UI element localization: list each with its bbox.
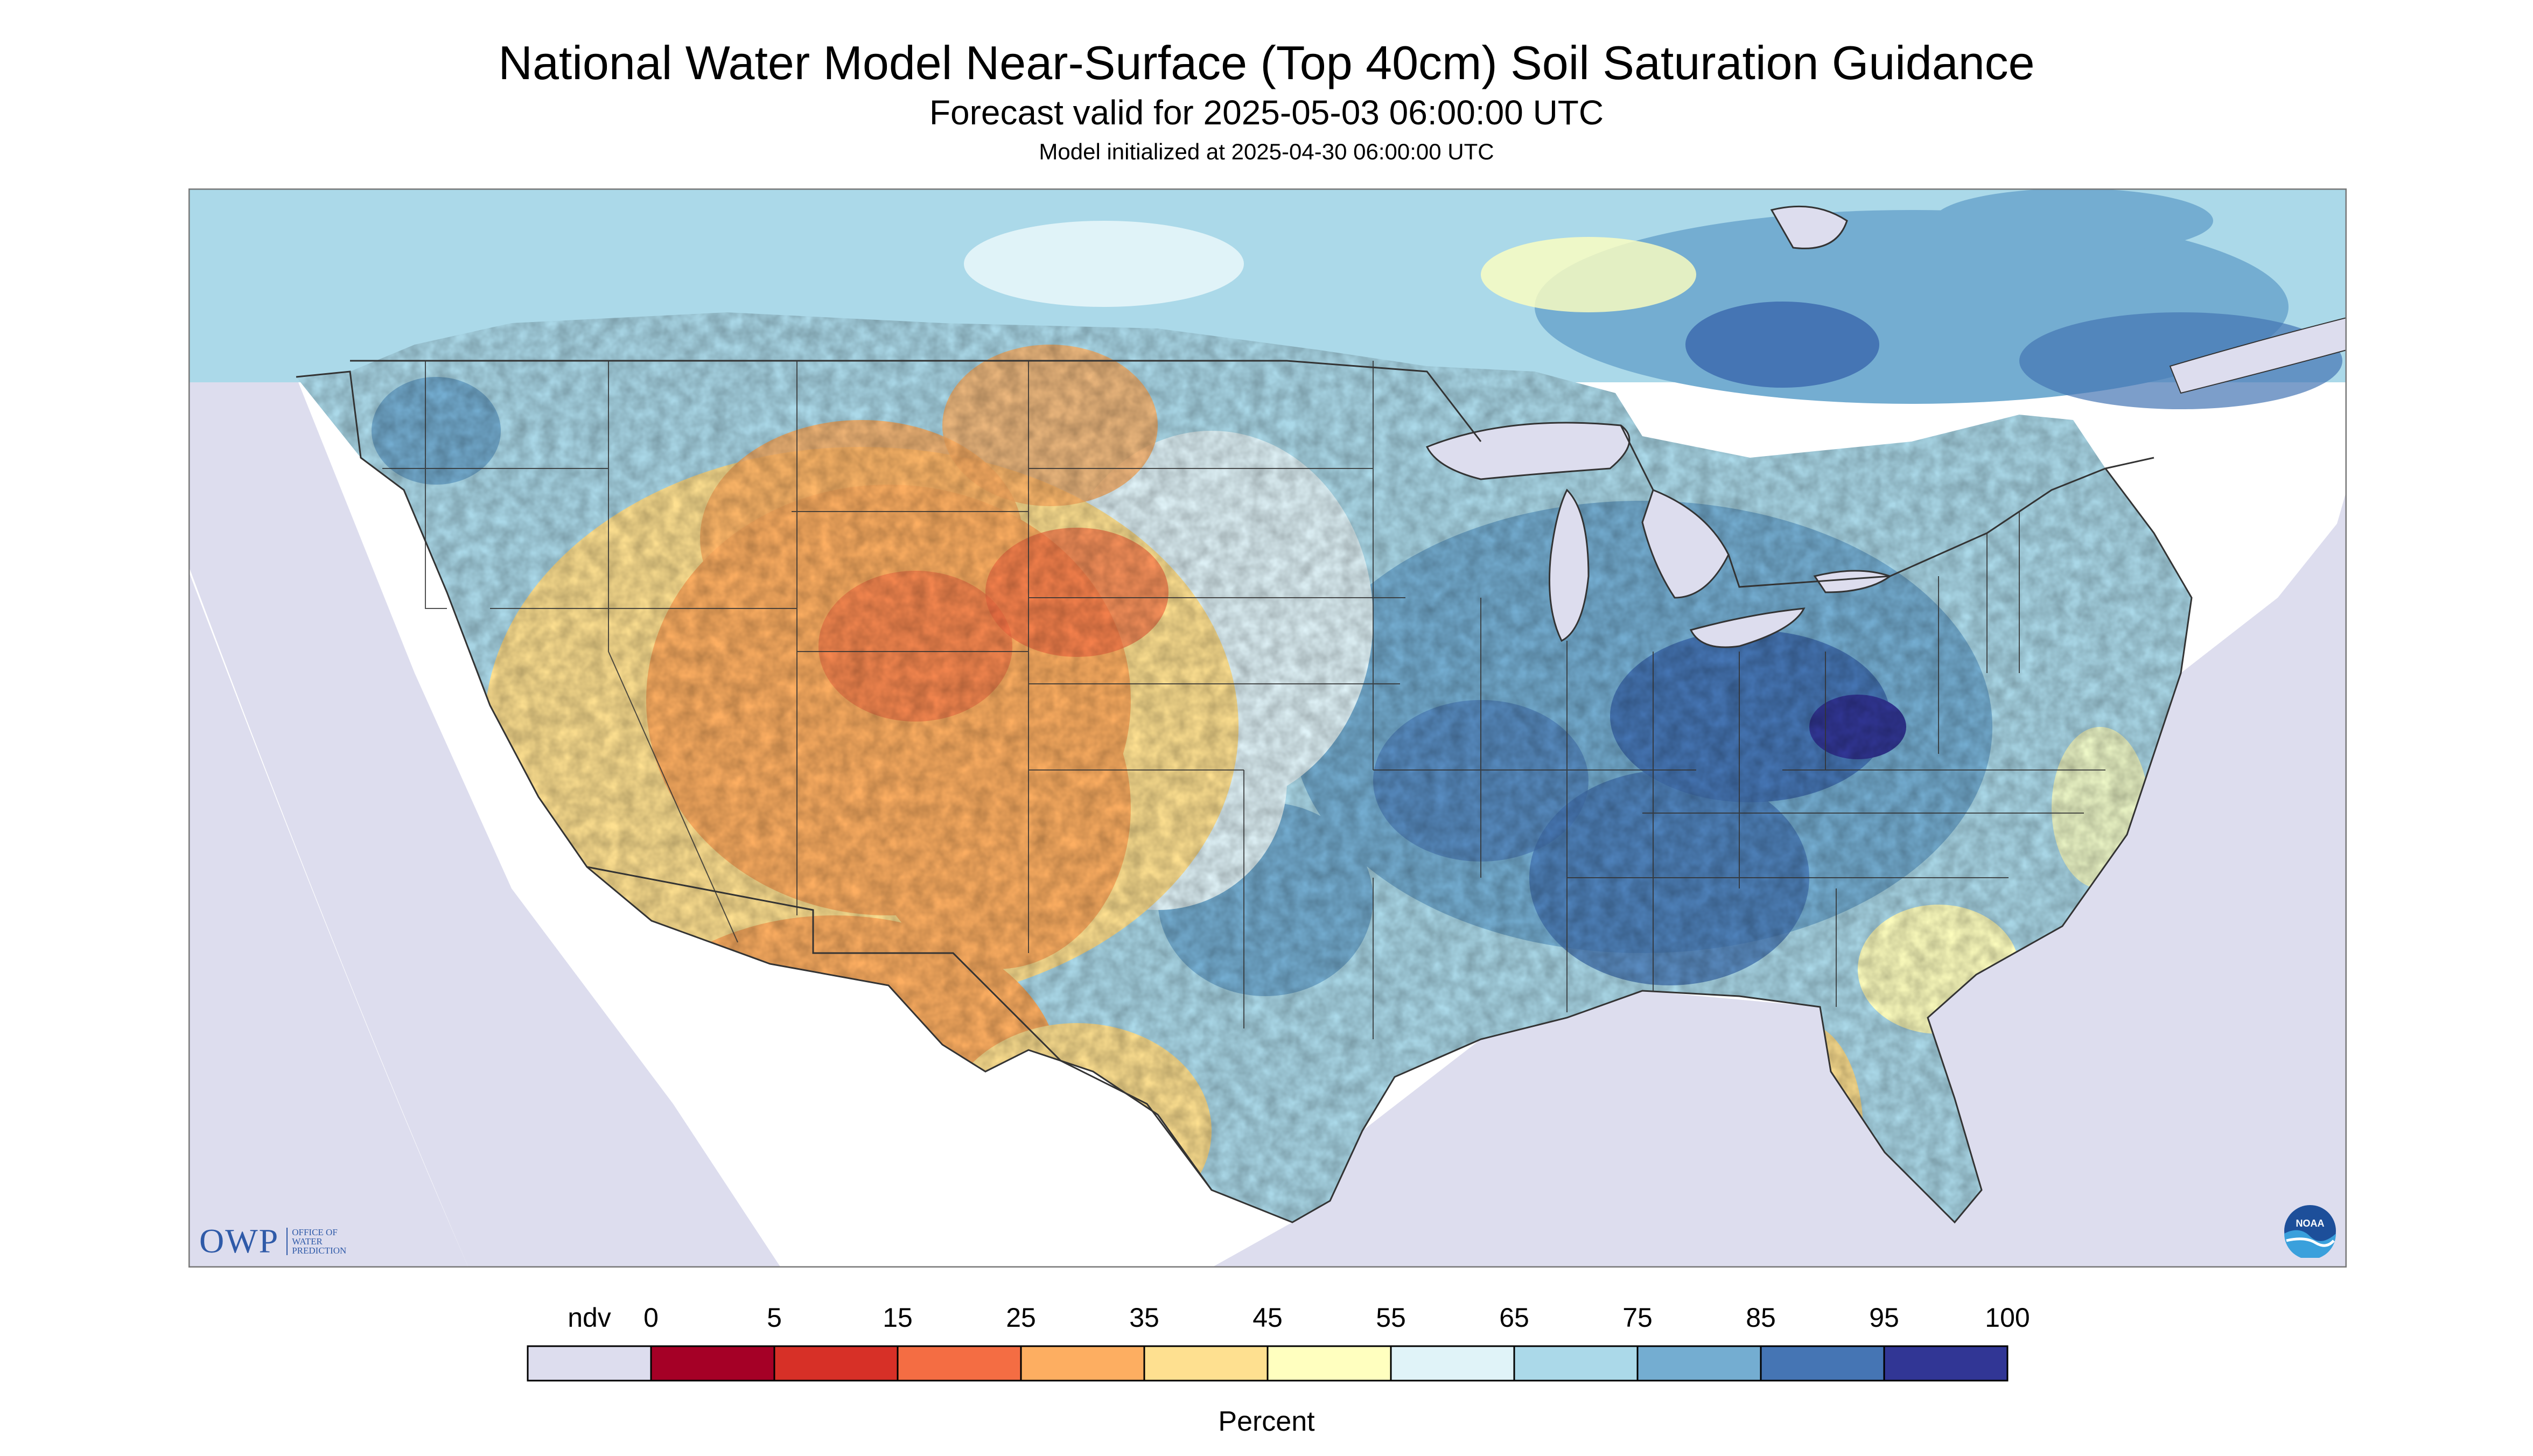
legend-swatch [650,1345,775,1382]
legend-swatch-ndv [527,1345,652,1382]
owp-logo-subtext: OFFICE OF WATER PREDICTION [286,1227,347,1256]
legend-colorbar [527,1345,2009,1382]
legend-tick-label: 15 [883,1303,913,1333]
legend-tick-label: 45 [1252,1303,1283,1333]
legend-tick-label: 35 [1129,1303,1159,1333]
noaa-logo: NOAA [2284,1205,2336,1258]
legend-swatch [1266,1345,1392,1382]
noaa-logo-text: NOAA [2296,1218,2325,1229]
lake-michigan [1549,488,1590,642]
owp-logo-letters: OWP [199,1222,279,1260]
legend-tick-label: 65 [1499,1303,1529,1333]
map-title: National Water Model Near-Surface (Top 4… [498,36,2035,89]
legend-swatch [1020,1345,1145,1382]
legend-swatch [1636,1345,1762,1382]
legend-tick-label: 55 [1376,1303,1406,1333]
legend-tick-label: 85 [1746,1303,1776,1333]
lake-erie [1689,607,1806,648]
forecast-valid-time: Forecast valid for 2025-05-03 06:00:00 U… [929,93,1604,132]
legend-ndv-label: ndv [568,1303,611,1333]
legend-tick-label: 5 [767,1303,782,1333]
legend-units: Percent [1218,1406,1315,1437]
legend-swatch [1143,1345,1269,1382]
legend-tick-label: 75 [1622,1303,1653,1333]
lake-huron [1641,489,1730,599]
pacific-ocean [188,188,781,1268]
owp-logo-line2: WATER [292,1236,323,1247]
legend-swatch [1513,1345,1639,1382]
hudson-bay-edge [1770,205,1848,249]
coastline [296,370,2193,1224]
projection-edge-left [188,571,468,1268]
legend-tick-label: 100 [1985,1303,2030,1333]
us-mexico-border [586,866,1213,1191]
owp-logo-line1: OFFICE OF [292,1227,338,1237]
state-boundaries [382,361,2105,1039]
legend-swatch [1760,1345,1885,1382]
legend-tick-label: 95 [1869,1303,1899,1333]
soil-saturation-map [188,188,2347,1268]
legend-swatch [773,1345,899,1382]
owp-logo-line3: PREDICTION [292,1245,347,1256]
st-lawrence [2169,317,2347,394]
owp-logo: OWP OFFICE OF WATER PREDICTION [199,1222,346,1260]
model-init-time: Model initialized at 2025-04-30 06:00:00… [1039,139,1494,164]
legend-swatch [1883,1345,2009,1382]
legend-swatch [1390,1345,1515,1382]
legend-swatch [897,1345,1022,1382]
legend-tick-label: 25 [1006,1303,1036,1333]
legend-tick-label: 0 [643,1303,659,1333]
gulf-and-atlantic [1212,512,2347,1268]
